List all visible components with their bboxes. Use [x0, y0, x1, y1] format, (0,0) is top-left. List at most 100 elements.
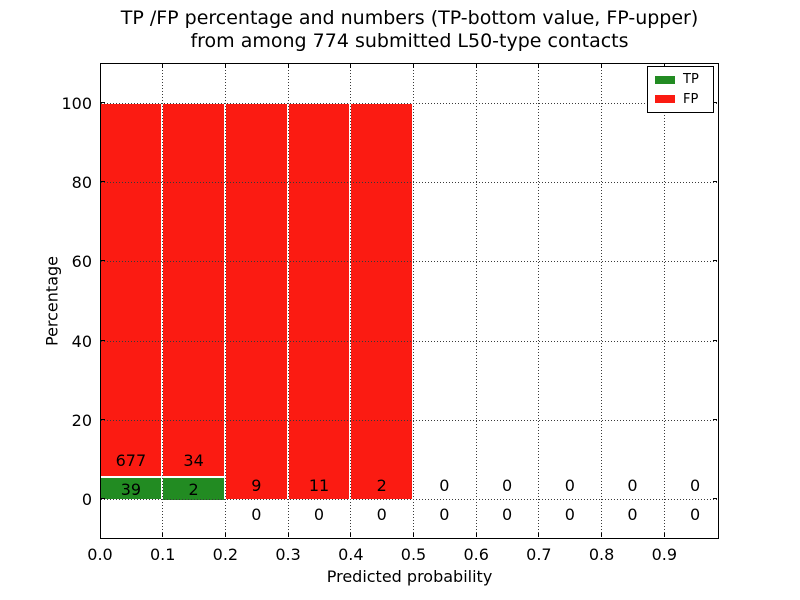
fp-bar [225, 103, 287, 499]
y-axis-tick [101, 339, 105, 341]
tp-count-label: 39 [120, 479, 142, 499]
x-tick-label: 0.5 [400, 545, 427, 564]
x-tick-label: 0.8 [588, 545, 615, 564]
x-axis-tick-top [162, 64, 164, 68]
y-tick-label: 60 [71, 252, 92, 272]
y-axis-tick-right [713, 339, 717, 341]
y-axis-tick-right [713, 418, 717, 420]
x-tick-label: 0.2 [212, 545, 239, 564]
grid-line-horizontal [101, 103, 718, 104]
fp-count-label: 0 [690, 475, 701, 495]
fp-count-label: 2 [376, 475, 387, 495]
x-tick-label: 0.9 [651, 545, 678, 564]
y-axis-tick [101, 260, 105, 262]
y-axis-tick-right [713, 102, 717, 103]
fp-count-label: 0 [439, 475, 450, 495]
tp-count-label: 0 [376, 504, 387, 524]
y-tick-label: 100 [61, 94, 92, 113]
tp-count-label: 0 [313, 504, 325, 524]
y-axis-tick [101, 102, 105, 103]
tp-count-label: 2 [188, 479, 199, 499]
y-tick-label: 40 [71, 331, 92, 351]
x-tick-label: 0.3 [275, 545, 301, 564]
tp-legend-swatch-icon [655, 75, 675, 84]
grid-line-vertical [224, 64, 226, 537]
grid-line-vertical [350, 64, 352, 537]
grid-line-vertical [538, 64, 540, 537]
tp-count-label: 0 [690, 504, 701, 524]
y-axis-tick [101, 498, 105, 499]
fp-bar [351, 103, 412, 499]
y-axis-tick-right [713, 181, 717, 183]
y-axis-tick [101, 418, 105, 420]
x-axis-tick [162, 533, 164, 537]
x-axis-tick [224, 533, 226, 537]
legend-row-tp: TP [648, 73, 713, 86]
x-tick-label: 0.1 [149, 545, 176, 564]
tp-bar [163, 477, 224, 500]
grid-line-vertical [287, 64, 289, 537]
x-axis-tick-top [350, 64, 352, 68]
x-axis-tick-top [601, 64, 603, 68]
y-tick-label: 80 [71, 173, 92, 193]
x-tick-label: 0.7 [526, 545, 552, 564]
grid-line-vertical [601, 64, 603, 537]
chart-title-line1: TP /FP percentage and numbers (TP-bottom… [120, 7, 699, 29]
y-axis-tick [101, 181, 105, 183]
fp-count-label: 0 [564, 475, 575, 495]
grid-line-horizontal [101, 499, 718, 500]
fp-legend-swatch-icon [655, 95, 675, 104]
y-tick-label: 20 [71, 410, 92, 430]
x-axis-label: Predicted probability [326, 567, 493, 586]
x-tick-label: 0.4 [338, 545, 364, 564]
x-axis-tick [413, 533, 414, 537]
x-axis-tick [601, 533, 603, 537]
x-axis-tick [663, 533, 665, 537]
chart-title: TP /FP percentage and numbers (TP-bottom… [100, 7, 719, 53]
plot-area: 677 39 34 2 9 0 11 0 2 0 0 0 0 0 0 0 0 0 0 0 TP FP [99, 63, 719, 539]
fp-bar [288, 103, 350, 499]
grid-line-horizontal [101, 261, 718, 263]
y-tick-label: 0 [81, 490, 92, 509]
tp-legend-label: TP [683, 72, 699, 88]
x-axis-tick [475, 533, 477, 537]
chart-title-line2: from among 774 submitted L50-type contac… [190, 30, 629, 52]
grid-line-horizontal [101, 419, 718, 421]
y-axis-tick-right [713, 260, 717, 262]
tp-count-label: 0 [564, 504, 575, 524]
x-axis-tick-top [413, 64, 414, 68]
grid-line-vertical [475, 64, 477, 537]
fp-count-label: 11 [308, 475, 330, 495]
x-axis-tick [538, 533, 540, 537]
tp-bar [100, 477, 162, 500]
x-axis-tick-top [99, 64, 101, 68]
tp-count-label: 0 [627, 504, 638, 524]
grid-line-horizontal [101, 340, 718, 342]
grid-line-vertical [663, 64, 665, 537]
x-tick-label: 0.6 [463, 545, 489, 564]
x-axis-tick [99, 533, 101, 537]
x-axis-tick-top [538, 64, 540, 68]
x-axis-tick [287, 533, 289, 537]
fp-count-label: 677 [115, 450, 147, 470]
tp-count-label: 0 [502, 504, 513, 524]
tp-count-label: 0 [439, 504, 450, 524]
x-tick-label: 0.0 [87, 545, 113, 564]
fp-bar [163, 103, 224, 476]
fp-legend-label: FP [683, 91, 699, 107]
fp-bar [100, 103, 162, 476]
x-axis-tick-top [224, 64, 226, 68]
fp-count-label: 0 [627, 475, 638, 495]
x-axis-tick [350, 533, 352, 537]
legend-row-fp: FP [648, 93, 713, 106]
legend: TP FP [647, 66, 714, 113]
y-axis-tick-right [713, 498, 717, 499]
grid-line-vertical [162, 64, 164, 537]
grid-line-horizontal [101, 182, 718, 184]
x-axis-tick-top [287, 64, 289, 68]
x-axis-tick-top [475, 64, 477, 68]
grid-line-vertical [413, 64, 414, 537]
fp-count-label: 34 [183, 450, 204, 470]
tp-count-label: 0 [251, 504, 262, 524]
